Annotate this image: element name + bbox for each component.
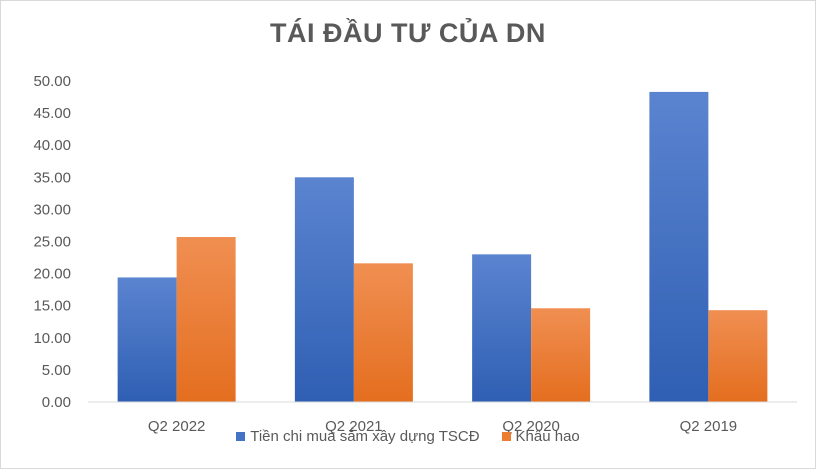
x-tick-label: Q2 2020 — [502, 418, 560, 435]
y-tick-label: 25.00 — [33, 234, 71, 251]
legend-label-series-1: Khấu hao — [515, 428, 580, 445]
bar-series-1-0 — [176, 237, 236, 402]
x-tick-label: Q2 2022 — [148, 418, 206, 435]
y-tick-label: 35.00 — [33, 169, 71, 186]
x-axis-ticks: Q2 2022 Q2 2021 Q2 2020 Q2 2019 — [148, 418, 737, 435]
y-tick-label: 40.00 — [33, 137, 71, 154]
y-tick-label: 10.00 — [33, 330, 71, 347]
bar-series-0-2 — [472, 254, 532, 402]
x-tick-label: Q2 2021 — [325, 418, 383, 435]
y-tick-label: 50.00 — [33, 73, 71, 90]
legend-label-series-0: Tiền chi mua sắm xây dựng TSCĐ — [250, 428, 480, 445]
y-axis-ticks: 0.00 5.00 10.00 15.00 20.00 25.00 30.00 35.00 40… — [33, 73, 71, 411]
y-tick-label: 45.00 — [33, 105, 71, 122]
bar-series-1-2 — [531, 308, 591, 402]
bar-series-1-1 — [353, 263, 413, 402]
bars — [117, 91, 768, 402]
chart-title: TÁI ĐẦU TƯ CỦA DN — [270, 18, 546, 48]
x-tick-label: Q2 2019 — [680, 418, 738, 435]
bar-series-0-3 — [649, 91, 709, 402]
bar-series-1-3 — [708, 310, 768, 402]
legend-item-series-0: Tiền chi mua sắm xây dựng TSCĐ — [236, 428, 480, 445]
y-tick-label: 20.00 — [33, 266, 71, 283]
y-tick-label: 30.00 — [33, 201, 71, 218]
y-tick-label: 5.00 — [42, 362, 71, 379]
legend-swatch-series-1 — [501, 432, 511, 441]
legend-swatch-series-0 — [236, 432, 246, 441]
legend: Tiền chi mua sắm xây dựng TSCĐ Khấu hao — [0, 428, 816, 445]
legend-item-series-1: Khấu hao — [501, 428, 580, 445]
y-tick-label: 15.00 — [33, 298, 71, 315]
bar-series-0-0 — [117, 277, 177, 402]
bar-series-0-1 — [294, 177, 354, 402]
y-tick-label: 0.00 — [42, 394, 71, 411]
